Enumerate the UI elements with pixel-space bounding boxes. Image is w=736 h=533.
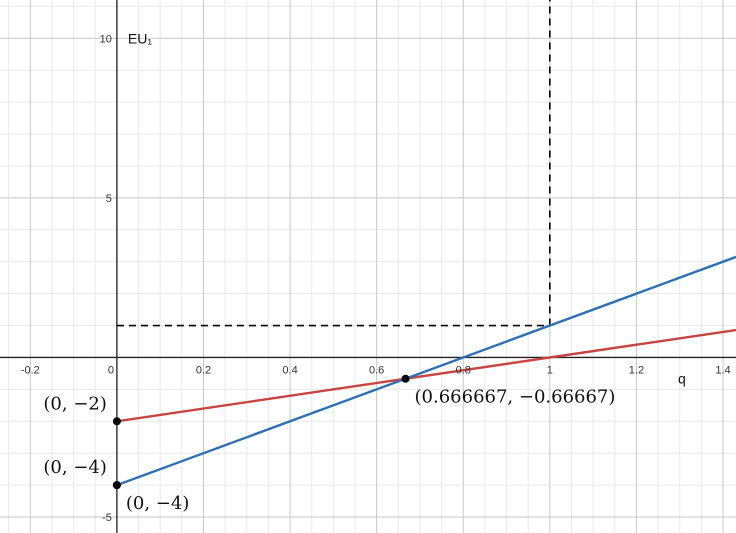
point-label: (0, −4) [43, 457, 106, 478]
x-tick-label: 1 [547, 364, 553, 376]
points: (0, −2) (0, −4) (0, −4) (0.666667, −0.66667… [43, 374, 616, 514]
series-lines [116, 255, 736, 487]
tick-labels: -0.2 0 0.2 0.4 0.6 0.8 1 1.2 1.4 10 5 -5 [21, 33, 731, 524]
series-line [116, 328, 736, 423]
x-tick-label: 0.2 [196, 364, 211, 376]
point-marker [112, 481, 121, 490]
x-tick-label: 0.6 [369, 364, 384, 376]
series-line [116, 255, 736, 487]
point-label: (0.666667, −0.66667) [415, 387, 616, 408]
y-tick-label: -5 [102, 512, 112, 524]
y-tick-label: 10 [100, 33, 112, 45]
point-label: (0, −4) [126, 493, 189, 514]
point-marker [401, 374, 410, 383]
guide-lines [116, 0, 551, 327]
x-tick-label: 1.2 [629, 364, 644, 376]
y-tick-label: 5 [106, 193, 112, 205]
x-tick-label: 1.4 [715, 364, 730, 376]
y-axis-label: EU₁ [128, 30, 152, 46]
x-tick-label: -0.2 [21, 364, 40, 376]
point-marker [112, 417, 121, 426]
x-tick-label: 0 [108, 364, 114, 376]
point-label: (0, −2) [43, 393, 106, 414]
x-tick-label: 0.8 [456, 364, 471, 376]
x-tick-label: 0.4 [282, 364, 297, 376]
x-axis-label: q [678, 370, 686, 386]
